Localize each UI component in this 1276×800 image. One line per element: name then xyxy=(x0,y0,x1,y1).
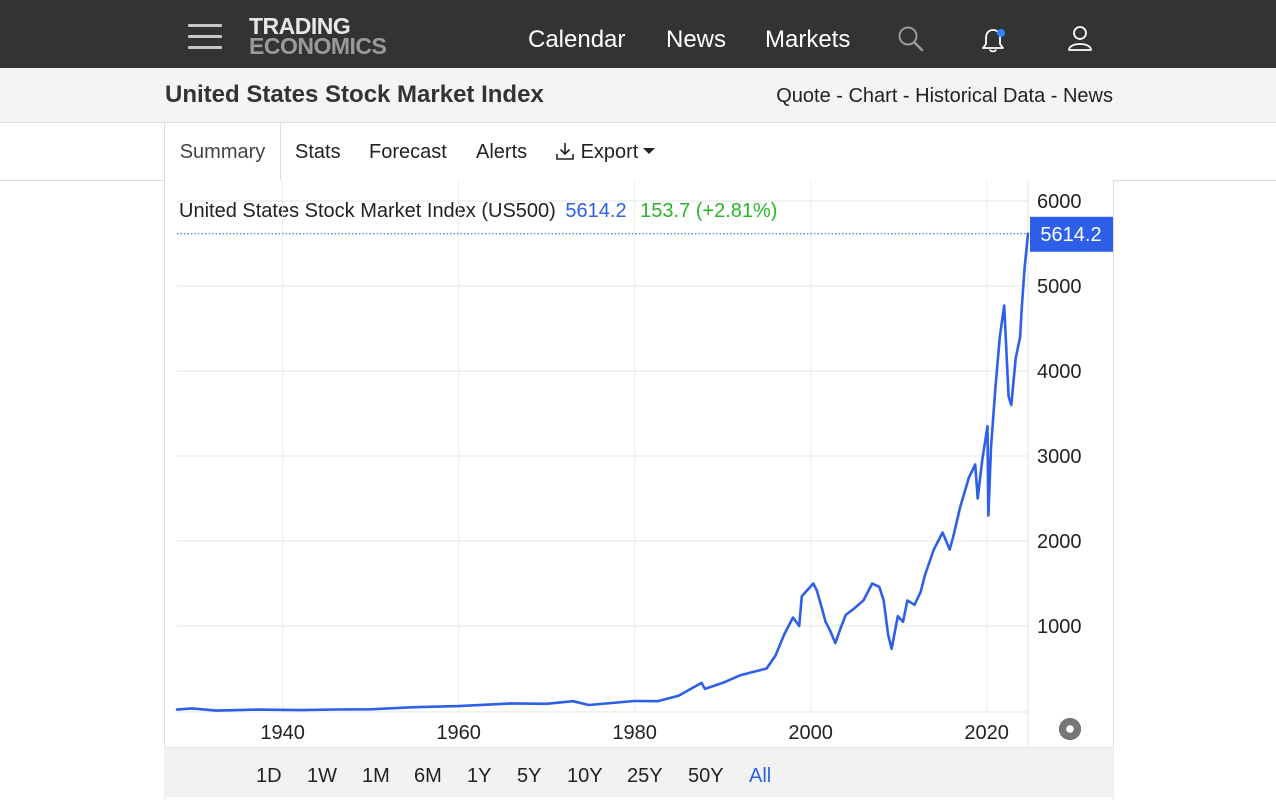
logo-line1: TRADING xyxy=(249,13,351,39)
range-1w[interactable]: 1W xyxy=(307,765,337,787)
link-separator: - xyxy=(897,85,916,107)
tab-stats[interactable]: Stats xyxy=(295,141,341,163)
range-selector: 1D 1W 1M 6M 1Y 5Y 10Y 25Y 50Y All xyxy=(164,747,1114,797)
user-icon[interactable] xyxy=(1066,24,1094,52)
news-link[interactable]: News xyxy=(1062,85,1113,107)
chart-panel xyxy=(164,180,1114,800)
logo-line2: ECONOMICS xyxy=(249,33,387,59)
gear-icon[interactable] xyxy=(1058,717,1082,741)
bell-icon[interactable] xyxy=(979,26,1009,54)
quick-links: Quote - Chart - Historical Data - News xyxy=(776,85,1113,108)
menu-icon[interactable] xyxy=(188,24,222,50)
nav-markets-link[interactable]: Markets xyxy=(765,26,851,53)
y-tick-label: 6000 xyxy=(1037,191,1082,213)
range-50y[interactable]: 50Y xyxy=(688,765,724,787)
y-tick-label: 2000 xyxy=(1037,531,1082,553)
chart-header: United States Stock Market Index (US500)… xyxy=(179,200,777,223)
chart-link[interactable]: Chart xyxy=(848,85,898,107)
y-tick-label: 5000 xyxy=(1037,276,1082,298)
top-nav: TRADING ECONOMICS Calendar News Markets xyxy=(0,0,1276,68)
last-price-badge-bg xyxy=(1030,216,1113,252)
chart-last-price: 5614.2 xyxy=(565,200,627,222)
tabs-row: Summary Stats Forecast Alerts Export xyxy=(0,123,1276,182)
tab-forecast[interactable]: Forecast xyxy=(369,141,447,163)
x-tick-label: 1960 xyxy=(436,722,481,744)
tab-summary[interactable]: Summary xyxy=(164,123,281,182)
title-bar: United States Stock Market Index Quote -… xyxy=(0,68,1276,123)
range-6m[interactable]: 6M xyxy=(414,765,442,787)
x-tick-label: 2020 xyxy=(964,722,1009,744)
y-tick-label: 4000 xyxy=(1037,361,1082,383)
range-1y[interactable]: 1Y xyxy=(467,765,492,787)
chart-price-change: 153.7 (+2.81%) xyxy=(640,200,778,222)
y-tick-label: 1000 xyxy=(1037,616,1082,638)
range-1d[interactable]: 1D xyxy=(256,765,282,787)
quote-link[interactable]: Quote xyxy=(776,85,831,107)
x-tick-label: 1940 xyxy=(260,722,305,744)
link-separator: - xyxy=(830,85,849,107)
price-line xyxy=(175,232,1030,712)
y-tick-label: 3000 xyxy=(1037,446,1082,468)
range-25y[interactable]: 25Y xyxy=(627,765,663,787)
historical-data-link[interactable]: Historical Data xyxy=(915,85,1046,107)
last-price-badge: 5614.2 xyxy=(1030,216,1113,252)
range-1m[interactable]: 1M xyxy=(362,765,390,787)
export-label: Export xyxy=(580,141,639,163)
link-separator: - xyxy=(1045,85,1063,107)
nav-news-link[interactable]: News xyxy=(666,26,727,53)
range-all[interactable]: All xyxy=(749,765,772,787)
x-tick-label: 2000 xyxy=(788,722,833,744)
page-title: United States Stock Market Index xyxy=(165,81,544,108)
chart-instrument-name: United States Stock Market Index (US500) xyxy=(179,200,556,222)
range-10y[interactable]: 10Y xyxy=(567,765,603,787)
nav-calendar-link[interactable]: Calendar xyxy=(528,26,626,53)
x-tick-label: 1980 xyxy=(612,722,657,744)
tab-alerts[interactable]: Alerts xyxy=(476,141,528,163)
price-chart[interactable]: 1000 2000 3000 4000 5000 6000 1940 1960 1980 2000… xyxy=(164,181,1114,747)
site-logo[interactable]: TRADING ECONOMICS xyxy=(249,13,387,59)
export-dropdown[interactable]: Export xyxy=(555,123,656,181)
range-5y[interactable]: 5Y xyxy=(517,765,542,787)
chevron-down-icon xyxy=(643,148,656,155)
last-price-label: 5614.2 xyxy=(1040,224,1101,246)
download-icon xyxy=(556,142,574,160)
search-icon[interactable] xyxy=(897,25,925,53)
